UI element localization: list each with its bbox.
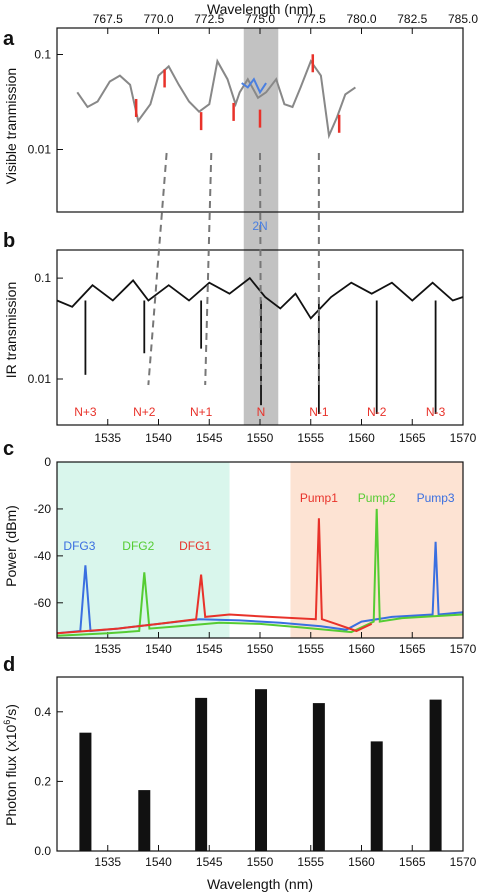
panel-d-ylabel: Photon flux (x106/s) xyxy=(2,704,19,826)
panel-d-xtick-label: 1540 xyxy=(145,855,172,869)
panel-b-mode-label: N+3 xyxy=(74,405,97,419)
panel-c-xtick-label: 1550 xyxy=(247,642,274,656)
panel-c-series-3 xyxy=(56,518,373,635)
panel-b-xtick-label: 1535 xyxy=(94,431,121,445)
top-xtick-label: 775.0 xyxy=(245,12,275,26)
panel-d-xtick-label: 1550 xyxy=(247,855,274,869)
panel-d-xtick-label: 1565 xyxy=(399,855,426,869)
panel-c-ytick-label: -60 xyxy=(34,596,52,610)
panel-a-ylabel: Visible tranmission xyxy=(3,68,19,184)
top-xtick-label: 780.0 xyxy=(346,12,376,26)
panel-b-ytick-label: 0.01 xyxy=(28,372,52,386)
panel-c-shaded-region xyxy=(57,462,230,638)
panel-c-xtick-label: 1540 xyxy=(145,642,172,656)
panel-a-ytick-label: 0.01 xyxy=(28,143,52,157)
panel-c-peak-label: Pump1 xyxy=(300,491,338,505)
panel-c-peak-label: Pump2 xyxy=(358,491,396,505)
panel-b-mode-label: N-1 xyxy=(309,405,329,419)
panel-b-mode-label: N-2 xyxy=(367,405,387,419)
panel-d-bar xyxy=(195,697,208,851)
dashed-links xyxy=(147,152,320,386)
panel-d-ylabel-unit: /s) xyxy=(3,704,19,720)
panel-c-ylabel: Power (dBm) xyxy=(3,505,19,587)
top-axis-title: Wavelength (nm) xyxy=(207,1,313,17)
panel-a-highlight-trace xyxy=(241,77,267,95)
panel-d-ylabel-exp: 6 xyxy=(2,720,12,725)
panel-b-xtick-label: 1555 xyxy=(297,431,324,445)
panel-c-series-1 xyxy=(56,541,464,635)
panel-a-ytick-label: 0.1 xyxy=(34,47,51,61)
panel-d-label: d xyxy=(3,654,15,676)
panel-c-xtick-label: 1570 xyxy=(450,642,477,656)
dashed-link xyxy=(259,152,263,386)
panel-c-xtick-label: 1565 xyxy=(399,642,426,656)
panel-b-xtick-label: 1565 xyxy=(399,431,426,445)
top-xtick-label: 772.5 xyxy=(194,12,224,26)
panel-b-xtick-label: 1550 xyxy=(247,431,274,445)
panel-d-xtick-label: 1535 xyxy=(94,855,121,869)
panel-d-frame xyxy=(56,676,464,852)
panel-d-bar xyxy=(429,699,442,851)
panel-c-peak-label: Pump3 xyxy=(417,491,455,505)
panel-a-label: a xyxy=(3,28,15,50)
panel-b-xtick-label: 1560 xyxy=(348,431,375,445)
panel-a-plot: 767.5 770.0 772.5 775.0 777.5 780.0 782.5 785.0… xyxy=(28,12,478,213)
panel-d-ytick-label: 0.4 xyxy=(34,705,51,719)
dashed-link xyxy=(147,152,168,386)
panel-c-peak-label: DFG1 xyxy=(179,539,211,553)
panel-b-xtick-label: 1545 xyxy=(196,431,223,445)
panel-c-plot: 0 -20 -40 -60 DFG3 DFG2 DFG1 Pump1 Pump2 Pump3 153… xyxy=(34,455,477,656)
panel-c-frame xyxy=(56,461,464,639)
top-xtick-label: 785.0 xyxy=(448,12,478,26)
panel-d-xtick-label: 1555 xyxy=(297,855,324,869)
panel-c-xtick-label: 1545 xyxy=(196,642,223,656)
panel-c-label: c xyxy=(3,438,14,460)
panel-b-ytick-label: 0.1 xyxy=(34,271,51,285)
top-xtick-label: 782.5 xyxy=(397,12,427,26)
annotation-2n: 2N xyxy=(252,219,267,233)
panel-d-ytick-label: 0.0 xyxy=(34,844,51,858)
top-xtick-label: 777.5 xyxy=(296,12,326,26)
panel-c-ytick-label: -20 xyxy=(34,502,52,516)
panel-d-bar xyxy=(312,703,325,851)
top-xtick-label: 767.5 xyxy=(93,12,123,26)
panel-c-xtick-label: 1560 xyxy=(348,642,375,656)
panel-c-series-2 xyxy=(56,508,464,637)
panel-d-bar xyxy=(79,732,92,851)
panel-b-mode-label: N+1 xyxy=(190,405,213,419)
top-xtick-label: 770.0 xyxy=(143,12,173,26)
panel-c-ytick-label: -40 xyxy=(34,549,52,563)
panel-d-xtick-label: 1560 xyxy=(348,855,375,869)
panel-b-xtick-label: 1570 xyxy=(450,431,477,445)
panel-c-xtick-label: 1535 xyxy=(94,642,121,656)
panel-b-ylabel: IR transmission xyxy=(3,282,19,378)
panel-c-ytick-label: 0 xyxy=(44,455,51,469)
panel-c-xtick-label: 1555 xyxy=(297,642,324,656)
bottom-axis-title: Wavelength (nm) xyxy=(207,876,313,892)
panel-b-mode-label: N xyxy=(257,405,266,419)
panel-c-peak-label: DFG2 xyxy=(122,539,154,553)
panel-d-bar xyxy=(138,790,151,851)
panel-b-trace xyxy=(56,276,464,320)
panel-b-label: b xyxy=(3,230,15,252)
panel-b-mode-label: N-3 xyxy=(426,405,446,419)
panel-d-ytick-label: 0.2 xyxy=(34,774,51,788)
panel-c-peak-label: DFG3 xyxy=(63,539,95,553)
panel-a-frame xyxy=(56,27,464,213)
panel-d-ylabel-base: Photon flux (x10 xyxy=(3,724,19,825)
panel-b-mode-label: N+2 xyxy=(133,405,156,419)
panel-d-xtick-label: 1570 xyxy=(450,855,477,869)
panel-a-trace xyxy=(76,58,356,140)
panel-d-bar xyxy=(370,741,383,851)
panel-d-bar xyxy=(255,689,268,851)
panel-b-xtick-label: 1540 xyxy=(145,431,172,445)
panel-d-plot: 0.0 0.2 0.4 1535 1540 1545 1550 1555 1560 1565 157… xyxy=(34,676,477,869)
dashed-link xyxy=(204,152,213,386)
panel-d-xtick-label: 1545 xyxy=(196,855,223,869)
panel-b-plot: 0.1 0.01 N+3 N+2 N+1 N N-1 N-2 N-3 1535 1540 1545 15… xyxy=(28,249,477,445)
